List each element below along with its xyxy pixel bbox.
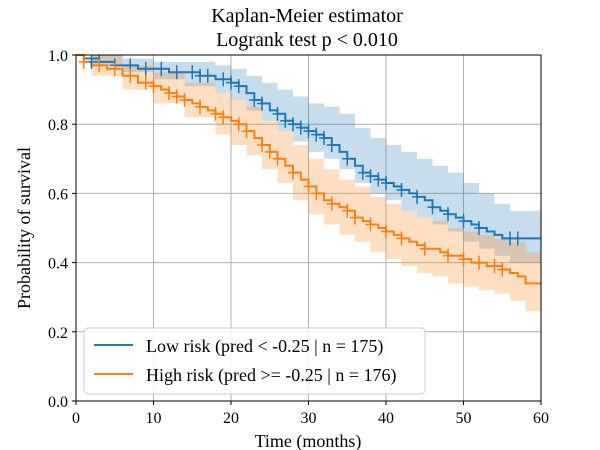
x-tick-label: 20 bbox=[223, 410, 239, 427]
censor-mark-high-risk bbox=[342, 203, 353, 218]
censor-mark-high-risk bbox=[140, 75, 151, 90]
ci-band-low-risk bbox=[76, 55, 541, 263]
y-axis-label: Probability of survival bbox=[14, 147, 34, 309]
legend-box bbox=[83, 327, 426, 395]
y-tick-label: 0.4 bbox=[48, 256, 68, 273]
x-tick-label: 30 bbox=[301, 410, 317, 427]
chart-subtitle: Logrank test p < 0.010 bbox=[216, 29, 398, 51]
legend: Low risk (pred < -0.25 | n = 175) High r… bbox=[83, 327, 426, 395]
censor-mark-low-risk bbox=[257, 96, 267, 111]
y-tick-label: 0.8 bbox=[48, 117, 68, 134]
censor-mark-high-risk bbox=[458, 252, 469, 267]
censor-mark-low-risk bbox=[187, 65, 198, 80]
censor-mark-high-risk bbox=[264, 144, 275, 159]
censor-mark-low-risk bbox=[295, 120, 306, 135]
censor-mark-low-risk bbox=[357, 165, 368, 180]
censor-mark-high-risk bbox=[326, 196, 337, 211]
censor-mark-low-risk bbox=[342, 151, 353, 166]
censor-mark-low-risk bbox=[303, 124, 314, 139]
censor-mark-low-risk bbox=[427, 200, 438, 215]
censor-mark-high-risk bbox=[78, 54, 89, 69]
censor-mark-high-risk bbox=[443, 248, 453, 263]
censor-mark-low-risk bbox=[326, 137, 337, 152]
censor-mark-low-risk bbox=[288, 117, 298, 132]
censor-mark-low-risk bbox=[458, 214, 469, 229]
censor-mark-low-risk bbox=[381, 176, 391, 191]
legend-label-high-risk: High risk (pred >= -0.25 | n = 176) bbox=[146, 365, 397, 386]
censor-mark-low-risk bbox=[156, 61, 167, 76]
censor-mark-high-risk bbox=[272, 151, 283, 166]
x-tick-label: 50 bbox=[456, 410, 472, 427]
censor-mark-high-risk bbox=[365, 217, 376, 232]
y-axis-ticks: 0.0 0.2 0.4 0.6 0.8 1.0 bbox=[48, 48, 76, 411]
censor-mark-low-risk bbox=[140, 61, 151, 76]
censor-mark-high-risk bbox=[125, 68, 136, 83]
censor-mark-high-risk bbox=[210, 106, 221, 121]
x-tick-label: 10 bbox=[146, 410, 162, 427]
censor-mark-low-risk bbox=[443, 207, 453, 222]
y-tick-label: 0.2 bbox=[48, 325, 68, 342]
censor-mark-high-risk bbox=[241, 124, 252, 139]
y-tick-label: 1.0 bbox=[48, 48, 68, 65]
censor-mark-high-risk bbox=[164, 86, 174, 101]
censor-mark-high-risk bbox=[350, 210, 360, 225]
censor-mark-low-risk bbox=[396, 182, 407, 197]
censor-mark-low-risk bbox=[311, 127, 322, 142]
censor-mark-low-risk bbox=[249, 92, 260, 107]
censor-mark-low-risk bbox=[280, 113, 291, 128]
censor-marks bbox=[78, 54, 523, 277]
censor-mark-high-risk bbox=[419, 241, 430, 256]
x-axis-ticks: 0 10 20 30 40 50 60 bbox=[72, 401, 549, 427]
censor-mark-low-risk bbox=[272, 106, 283, 121]
chart-title: Kaplan-Meier estimator bbox=[211, 5, 403, 27]
censor-mark-low-risk bbox=[171, 65, 182, 80]
censor-mark-high-risk bbox=[171, 89, 182, 104]
censor-mark-low-risk bbox=[373, 172, 384, 187]
censor-mark-high-risk bbox=[148, 79, 159, 94]
censor-mark-high-risk bbox=[195, 99, 205, 114]
censor-mark-high-risk bbox=[94, 58, 105, 73]
censor-mark-high-risk bbox=[179, 92, 190, 107]
censor-mark-low-risk bbox=[365, 169, 376, 184]
y-tick-label: 0.6 bbox=[48, 186, 68, 203]
censor-mark-high-risk bbox=[474, 255, 484, 270]
censor-mark-low-risk bbox=[474, 221, 484, 235]
x-tick-label: 0 bbox=[72, 410, 80, 427]
censor-mark-high-risk bbox=[218, 110, 229, 125]
censor-mark-low-risk bbox=[226, 75, 236, 90]
censor-mark-high-risk bbox=[497, 262, 508, 277]
censor-mark-low-risk bbox=[202, 68, 213, 83]
y-tick-label: 0.0 bbox=[48, 394, 68, 411]
legend-label-low-risk: Low risk (pred < -0.25 | n = 175) bbox=[146, 336, 383, 357]
censor-mark-high-risk bbox=[311, 186, 322, 201]
censor-mark-low-risk bbox=[319, 131, 329, 146]
censor-mark-high-risk bbox=[396, 231, 407, 246]
censor-mark-high-risk bbox=[288, 165, 298, 180]
censor-mark-high-risk bbox=[109, 61, 120, 76]
censor-mark-high-risk bbox=[489, 259, 500, 274]
censor-mark-high-risk bbox=[257, 137, 267, 152]
x-axis-label: Time (months) bbox=[255, 431, 362, 450]
censor-mark-high-risk bbox=[381, 224, 391, 239]
censor-mark-low-risk bbox=[233, 79, 244, 94]
censor-mark-low-risk bbox=[218, 72, 229, 87]
x-tick-label: 60 bbox=[533, 410, 549, 427]
censor-mark-high-risk bbox=[233, 117, 244, 132]
censor-mark-low-risk bbox=[412, 189, 422, 204]
x-tick-label: 40 bbox=[378, 410, 394, 427]
censor-mark-high-risk bbox=[303, 179, 314, 194]
censor-mark-low-risk bbox=[512, 231, 523, 246]
